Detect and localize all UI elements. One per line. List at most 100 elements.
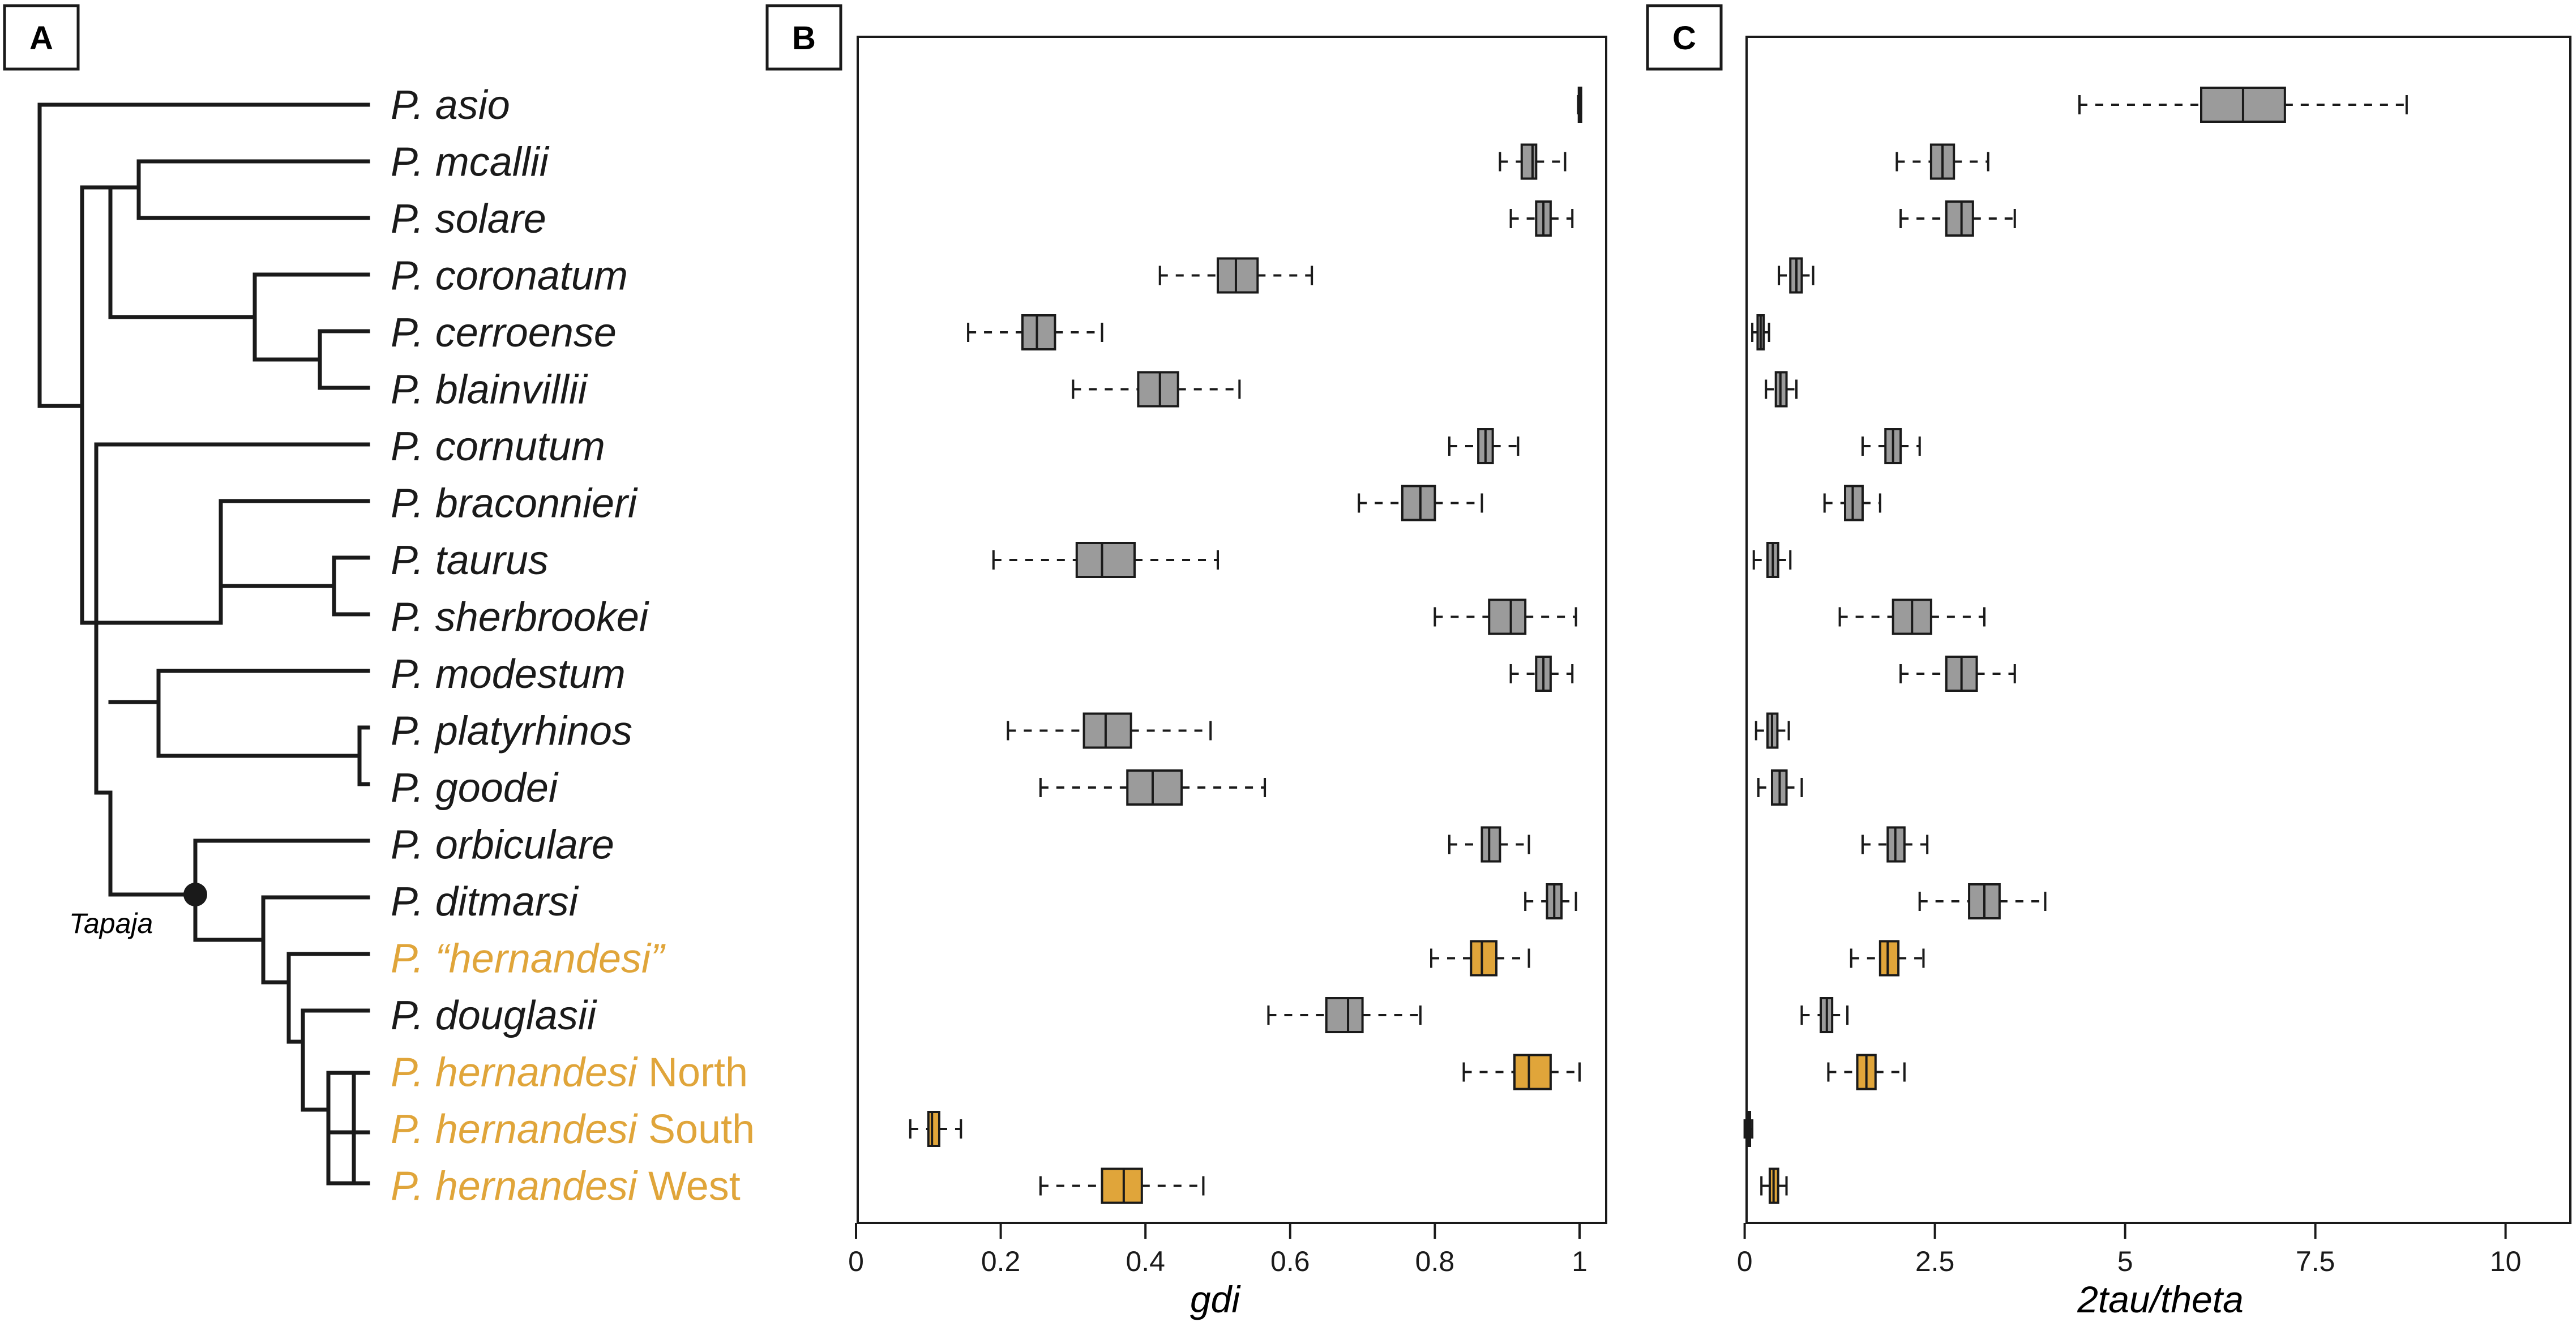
taxon-label: P. hernandesi West <box>391 1164 741 1209</box>
taxon-label: P. platyrhinos <box>391 709 632 754</box>
panel-b-box <box>1480 826 1501 863</box>
taxon-label: P. ditmarsi <box>391 879 579 925</box>
panel-c-box-row <box>1838 598 1986 635</box>
taxon-epithet: blainvillii <box>435 367 588 413</box>
taxon-epithet: goodei <box>435 765 559 811</box>
panel-c-x-tick-label: 7.5 <box>2296 1246 2335 1277</box>
taxon-genus: P. <box>391 367 435 413</box>
panel-c-box-row <box>1755 712 1790 749</box>
taxon-genus: P. <box>391 652 435 697</box>
panel-b-box-row <box>1039 1167 1205 1204</box>
panel-b-frame <box>857 36 1607 1224</box>
panel-b-box-row <box>1448 428 1520 464</box>
panel-b-box-row <box>1577 87 1582 123</box>
taxon-label: P. hernandesi South <box>391 1107 755 1152</box>
panel-c-box-row <box>1757 769 1803 806</box>
panel-c-box <box>1844 485 1864 521</box>
panel-b-box <box>1513 1054 1552 1090</box>
taxon-label: P. modestum <box>391 652 626 697</box>
taxon-epithet: hernandesi <box>435 1107 638 1152</box>
panel-b-box <box>1101 1167 1143 1204</box>
panel-c-x-tick-label: 10 <box>2490 1246 2522 1277</box>
taxon-genus: P. <box>391 310 435 356</box>
panel-c-box-row <box>1823 485 1881 521</box>
panel-c-box-row <box>1827 1054 1906 1090</box>
panel-b-x-tick-label: 0.2 <box>981 1246 1021 1277</box>
panel-b-box-row <box>967 314 1103 350</box>
panel-b-box-row <box>909 1111 962 1147</box>
panel-b-box <box>1488 598 1527 635</box>
taxon-epithet: hernandesi <box>435 1164 638 1209</box>
panel-b-x-tick-label: 1 <box>1572 1246 1587 1277</box>
panel-c-box-row <box>1765 371 1798 408</box>
taxon-genus: P. <box>391 1050 435 1096</box>
panel-b-x-tick-label: 0.4 <box>1126 1246 1165 1277</box>
taxon-epithet: cornutum <box>435 424 605 469</box>
taxon-epithet: platyrhinos <box>434 709 632 754</box>
taxon-label: P. goodei <box>391 765 559 811</box>
panel-b-box-row <box>1358 485 1483 521</box>
panel-b-box-row <box>1509 656 1574 692</box>
taxon-genus: P. <box>391 1107 435 1152</box>
taxon-label: P. braconnieri <box>391 481 638 527</box>
panel-b-box-row <box>1524 883 1577 919</box>
panel-b-box-row <box>1509 200 1574 237</box>
panel-c-box-row <box>2078 87 2408 123</box>
taxon-label: P. douglasii <box>391 993 597 1038</box>
taxon-label: P. coronatum <box>391 254 628 299</box>
taxon-epithet: ditmarsi <box>435 879 579 925</box>
panel-c-box-row <box>1800 997 1849 1033</box>
panel-b-box-row <box>1448 826 1530 863</box>
panel-b-box-row <box>1434 598 1577 635</box>
panel-b-box <box>1075 542 1136 578</box>
taxon-label: P. solare <box>391 196 546 242</box>
panel-b-box-row <box>1462 1054 1581 1090</box>
taxon-qualifier: South <box>637 1107 755 1152</box>
panel-c-box-row <box>1752 542 1792 578</box>
panel-b-box-row <box>1430 940 1530 977</box>
taxon-genus: P. <box>391 765 435 811</box>
panel-b-box <box>1520 143 1538 180</box>
panel-c-frame <box>1745 36 2571 1224</box>
taxon-genus: P. <box>391 1164 435 1209</box>
panel-b-box-row <box>1072 371 1241 408</box>
panel-b-gdi-boxplot: 0 0.2 0.4 0.6 0.8 1 gdi <box>848 36 1607 1320</box>
panel-c-box <box>1945 200 1974 237</box>
taxon-genus: P. <box>391 538 435 583</box>
panel-b-boxes <box>909 87 1582 1204</box>
panel-c-box-row <box>1743 1111 1754 1147</box>
taxon-epithet: taurus <box>435 538 549 583</box>
taxon-epithet: solare <box>435 196 546 242</box>
panel-label-a: A <box>3 4 80 71</box>
panel-b-x-tick-label: 0 <box>848 1246 864 1277</box>
taxon-epithet: orbiculare <box>435 823 614 868</box>
taxon-genus: P. <box>391 823 435 868</box>
taxon-genus: P. <box>391 993 435 1038</box>
taxon-label: P. sherbrookei <box>391 595 649 640</box>
panel-c-box-row <box>1861 428 1921 464</box>
panel-c-x-tick-label: 5 <box>2117 1246 2133 1277</box>
panel-letter-c: C <box>1672 20 1696 57</box>
panel-b-x-tick-label: 0.8 <box>1415 1246 1455 1277</box>
phylogenetic-tree <box>37 102 370 1186</box>
panel-c-x-tick-label: 2.5 <box>1915 1246 1955 1277</box>
panel-b-box <box>1401 485 1436 521</box>
panel-c-x-axis: 0 2.5 5 7.5 10 <box>1737 1223 2522 1277</box>
taxon-genus: P. <box>391 879 435 925</box>
taxon-epithet: hernandesi <box>435 1050 638 1096</box>
taxon-genus: P. <box>391 595 435 640</box>
taxon-genus: P. <box>391 709 435 754</box>
panel-c-box-row <box>1899 656 2016 692</box>
taxon-qualifier: North <box>637 1050 748 1096</box>
panel-c-box-row <box>1861 826 1929 863</box>
panel-b-box <box>1082 712 1132 749</box>
taxon-epithet: douglasii <box>435 993 597 1038</box>
taxon-label: P. cerroense <box>391 310 617 356</box>
taxon-epithet: coronatum <box>435 254 628 299</box>
panel-c-box-row <box>1778 257 1815 294</box>
panel-c-box-row <box>1751 314 1770 350</box>
panel-letter-b: B <box>792 20 816 57</box>
panel-b-box <box>1217 257 1259 294</box>
